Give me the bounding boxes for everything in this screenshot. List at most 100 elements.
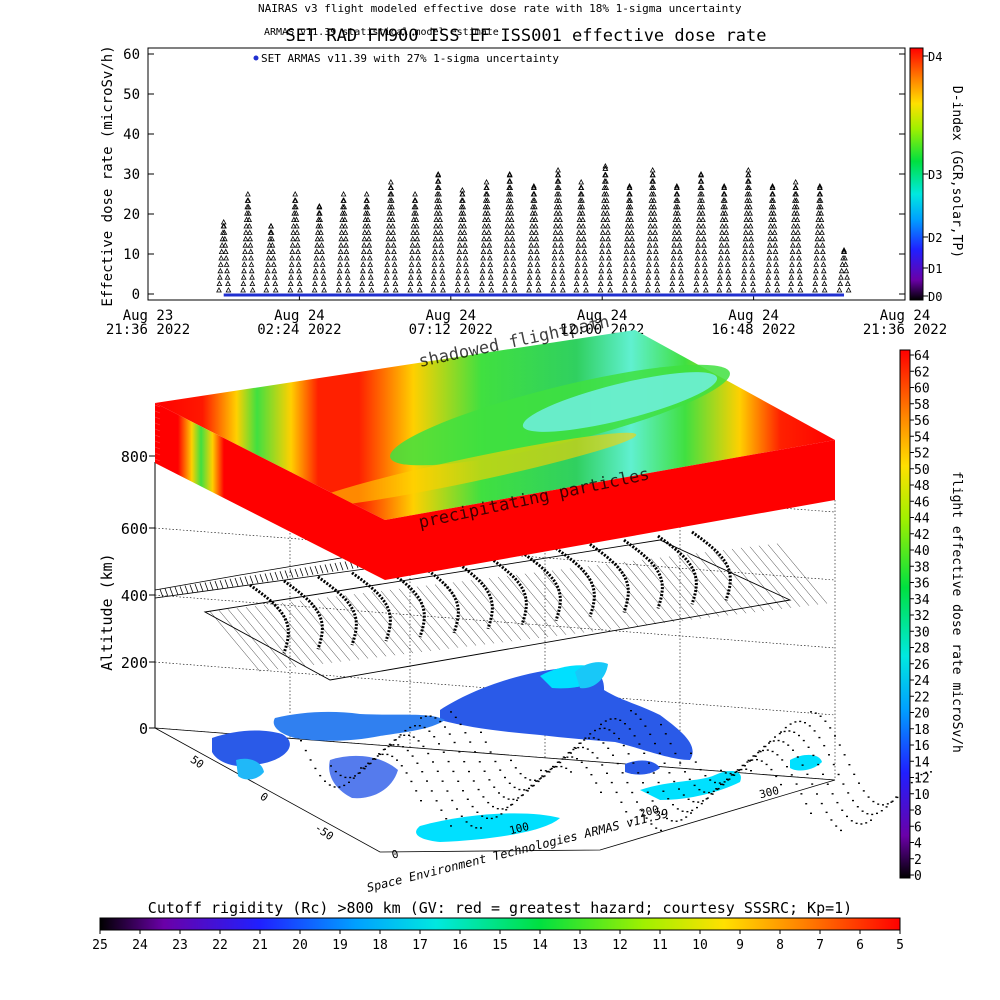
dose-marker [771,216,777,222]
dose-marker [721,197,728,203]
ground-track-dot [762,749,764,752]
dose-marker [603,190,610,197]
curtain-hatch [407,587,459,648]
ground-track-dot [698,788,701,791]
curtain-hatch [344,595,396,656]
dose-marker [700,229,707,235]
curtain-hatch [488,577,540,639]
dose-marker [793,190,800,197]
curtain-hatch [362,592,414,654]
dose-marker [464,286,471,293]
dose-marker [313,254,320,261]
dose-marker [511,274,517,280]
dose-marker [583,286,589,293]
ground-track-dot [536,780,539,782]
ground-track-dot [696,806,698,809]
dose-marker [528,229,535,235]
dose-marker [700,235,707,242]
dose-marker [431,274,437,280]
dose-marker [319,248,325,254]
top-y-label: Effective dose rate (microSv/h) [100,45,116,306]
dose-marker [631,280,637,286]
dose-marker [461,229,468,235]
ground-track-dot [576,758,578,760]
ground-track-dot [574,747,577,749]
dose-marker [415,248,421,254]
ground-track-dot [775,775,778,778]
dose-marker [296,280,303,286]
ground-track-dot [349,776,352,779]
ground-track-dot [642,782,644,784]
dose-marker [553,203,560,210]
dose-marker [670,261,677,267]
dose-marker [551,267,557,274]
curtain-orbit-pass [453,559,494,630]
cutoff-rigidity-tick-label: 12 [612,938,628,953]
ground-track-dot [415,790,418,792]
ground-track-dot [679,762,682,764]
ground-track-dot [421,771,424,773]
ground-track-dot [895,796,898,798]
dose-marker [772,248,779,254]
dose-marker [240,274,247,280]
dose-marker [627,197,634,203]
cutoff-rigidity-tick-label: 25 [92,938,108,953]
dose-marker [788,280,794,286]
longitude-tick-label: 300 [758,784,780,801]
ground-track-dot [759,750,762,753]
dose-marker [817,190,824,197]
dose-marker [797,280,804,286]
curtain-west-hatch [329,563,334,572]
dose-marker [247,242,254,248]
dose-marker [796,267,803,274]
cutoff-rigidity-tick-label: 23 [172,938,188,953]
ground-track-dot [403,734,406,736]
dose-marker [367,254,373,261]
dose-rate-tick-label: 30 [914,625,930,640]
ground-track-dot [631,791,634,794]
ground-track-dot [410,780,413,783]
ground-track-dot [604,720,607,722]
dose-marker [389,210,396,216]
dose-marker [503,254,510,261]
ground-track-dot [344,776,347,779]
curtain-hatch [470,580,522,641]
dose-marker [485,216,492,222]
ground-track-dot [675,820,678,822]
ground-track-dot [428,730,431,732]
dose-marker [695,242,701,248]
ground-track-dot [384,748,386,750]
dose-marker [360,248,367,254]
dose-marker [264,267,271,274]
ground-track-dot [426,780,428,782]
dose-marker [605,242,612,248]
ground-track-dot [738,769,740,772]
chart-title: SET RAD FM900 ISS EF ISS001 effective do… [285,26,766,46]
dose-marker [669,280,676,286]
altitude-tick-label: 600 [121,520,148,538]
ground-track-dot [655,827,658,829]
dose-marker [246,222,253,229]
dose-marker [722,210,729,216]
dose-marker [651,203,658,210]
dose-marker [287,286,294,293]
ground-track-dot [723,781,726,783]
dose-marker [676,229,682,235]
dose-rate-tick-label: 12 [914,772,930,787]
ground-track-dot [554,765,557,768]
curtain-hatch [767,544,819,605]
dose-marker [576,229,582,235]
ground-track-dot [606,772,608,774]
dose-marker [337,261,343,267]
ground-track-dot [505,809,508,811]
dose-marker [557,229,564,235]
dose-marker [312,280,318,286]
dose-marker [646,248,653,254]
dose-marker [290,229,297,235]
dose-marker [407,286,414,293]
dose-marker [526,280,533,286]
dose-marker [528,242,534,248]
curtain-hatch [677,555,729,616]
dose-marker [503,248,510,254]
